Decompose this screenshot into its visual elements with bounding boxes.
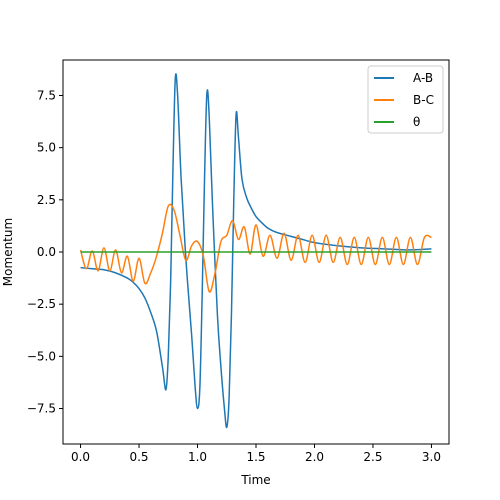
- x-axis-label: Time: [240, 473, 270, 487]
- x-tick-label: 1.5: [246, 450, 265, 464]
- legend: A-B B-C θ: [367, 65, 444, 134]
- legend-label-0: A-B: [413, 71, 433, 85]
- y-tick-label: 2.5: [37, 193, 56, 207]
- x-tick-label: 2.0: [305, 450, 324, 464]
- axes-layer: 0.0 0.5 1.0 1.5 2.0 2.5 3.0 −7.5 −5.0 −2.5 0.0 2.5 5…: [27, 88, 441, 464]
- series-line-1: [79, 203, 432, 293]
- legend-box: [367, 65, 444, 134]
- x-tick-label: 0.5: [129, 450, 148, 464]
- x-tick-label: 3.0: [422, 450, 441, 464]
- legend-label-1: B-C: [413, 93, 434, 107]
- x-tick-label: 0.0: [71, 450, 90, 464]
- y-axis-label: Momentum: [1, 218, 15, 286]
- x-tick-label: 2.5: [363, 450, 382, 464]
- series-line-0: [80, 73, 432, 429]
- series-layer: [79, 73, 432, 429]
- x-tick-label: 1.0: [188, 450, 207, 464]
- y-tick-label: 0.0: [37, 245, 56, 259]
- y-tick-label: 7.5: [37, 88, 56, 102]
- y-tick-label: −7.5: [27, 402, 56, 416]
- y-tick-label: −5.0: [27, 349, 56, 363]
- legend-label-2: θ: [413, 115, 420, 129]
- y-tick-label: 5.0: [37, 141, 56, 155]
- y-tick-label: −2.5: [27, 297, 56, 311]
